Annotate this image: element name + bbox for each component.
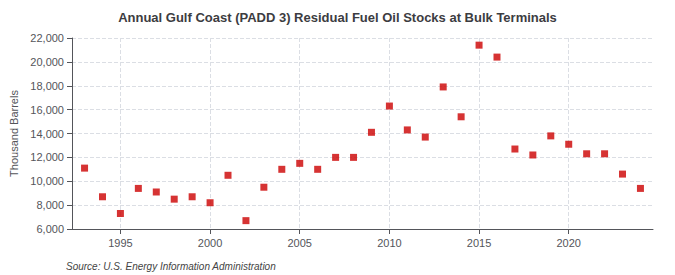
svg-text:12,000: 12,000 <box>30 151 64 163</box>
svg-text:2000: 2000 <box>198 237 222 249</box>
svg-text:2010: 2010 <box>377 237 401 249</box>
svg-text:2005: 2005 <box>287 237 311 249</box>
svg-text:16,000: 16,000 <box>30 104 64 116</box>
svg-text:22,000: 22,000 <box>30 32 64 44</box>
svg-text:8,000: 8,000 <box>36 199 64 211</box>
svg-text:14,000: 14,000 <box>30 128 64 140</box>
svg-text:Thousand Barrels: Thousand Barrels <box>8 90 20 177</box>
svg-text:2020: 2020 <box>556 237 580 249</box>
svg-text:2015: 2015 <box>467 237 491 249</box>
svg-text:18,000: 18,000 <box>30 80 64 92</box>
svg-text:Annual Gulf Coast (PADD 3) Res: Annual Gulf Coast (PADD 3) Residual Fuel… <box>118 10 557 25</box>
svg-text:6,000: 6,000 <box>36 223 64 235</box>
svg-text:Source: U.S. Energy Informatio: Source: U.S. Energy Information Administ… <box>66 261 276 272</box>
svg-text:1995: 1995 <box>108 237 132 249</box>
svg-text:20,000: 20,000 <box>30 56 64 68</box>
svg-text:10,000: 10,000 <box>30 175 64 187</box>
